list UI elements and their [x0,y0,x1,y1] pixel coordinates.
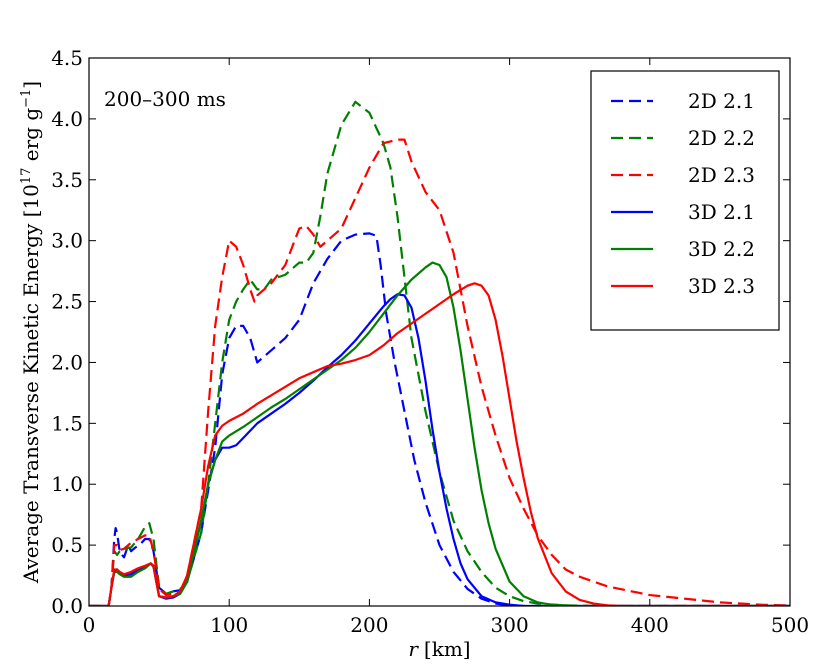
legend: 2D 2.1 2D 2.2 2D 2.3 3D 2.1 3D 2.2 3D 2.3 [590,70,780,331]
legend-label: 3D 2.3 [688,274,755,298]
y-tick-label: 1.5 [51,411,83,435]
x-tick-label: 400 [631,613,669,637]
series-line-2d-2-3 [89,138,790,606]
y-axis-title-exp2: −1 [19,89,34,108]
y-axis-title: Average Transverse Kinetic Energy [1017 … [19,81,43,584]
y-tick-label: 2.0 [51,350,83,374]
x-axis-symbol: r [408,637,419,661]
y-tick-label: 4.5 [51,46,83,70]
legend-label: 2D 2.3 [688,163,755,187]
legend-label: 3D 2.1 [688,200,755,224]
time-window-annotation: 200–300 ms [104,87,226,111]
y-tick-label: 0.5 [51,533,83,557]
series-line-2d-2-2 [89,100,790,606]
y-axis-title-suffix: ] [19,81,43,89]
series-line-3d-2-1 [89,293,790,606]
y-tick-label: 4.0 [51,107,83,131]
x-axis-unit: [km] [424,637,471,661]
x-tick-label: 100 [210,613,248,637]
series-line-3d-2-3 [89,282,790,606]
x-tick-label: 200 [350,613,388,637]
y-tick-label: 3.0 [51,229,83,253]
y-tick-label: 2.5 [51,290,83,314]
y-axis-title-exp1: 17 [19,168,34,185]
y-axis-title-mid: erg g [19,108,43,168]
ticks-layer: 0 100 200 300 400 500 0.0 0.5 1.0 1.5 2.0 2.5 3.0 3.5… [51,46,809,637]
x-tick-label: 0 [83,613,96,637]
legend-label: 3D 2.2 [688,237,755,261]
y-tick-label: 3.5 [51,168,83,192]
x-axis-title: r [km] [408,637,470,661]
x-tick-label: 500 [771,613,809,637]
y-tick-label: 0.0 [51,594,83,618]
x-tick-label: 300 [491,613,529,637]
y-tick-label: 1.0 [51,472,83,496]
series-layer [89,100,790,606]
series-line-3d-2-2 [89,261,790,606]
plot-frame [88,57,791,607]
y-axis-title-prefix: Average Transverse Kinetic Energy [10 [19,184,43,584]
legend-label: 2D 2.1 [688,89,755,113]
series-line-2d-2-1 [89,232,790,606]
legend-label: 2D 2.2 [688,126,755,150]
